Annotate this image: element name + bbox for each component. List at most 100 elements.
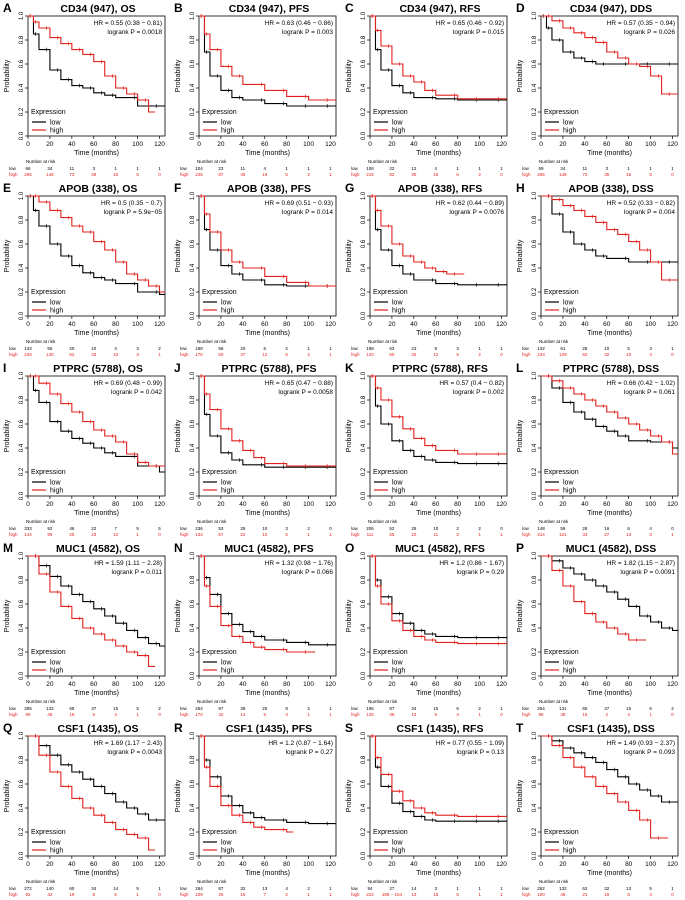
panel-n: N MUC1 (4582), PFS 0.0 0.2 0.4 0.6 0.8 1.0 Proba… — [174, 541, 337, 717]
y-tick-label: 0.2 — [361, 647, 367, 656]
panel-title: APOB (338), RFS — [398, 183, 483, 195]
km-curve-low — [199, 375, 336, 468]
risk-value-low: 87 — [389, 706, 395, 711]
x-tick-label: 40 — [410, 321, 418, 328]
y-tick-label: 0.8 — [361, 395, 367, 404]
risk-value-high: 3 — [649, 352, 652, 357]
y-tick-label: 0.8 — [19, 755, 25, 764]
risk-value-low: 1 — [329, 706, 332, 711]
risk-value-high: 38 — [389, 712, 395, 717]
plot-frame — [198, 375, 337, 497]
logrank-text: logrank P = 0.026 — [624, 29, 675, 36]
x-tick-label: 0 — [368, 141, 372, 148]
x-tick-label: 100 — [645, 141, 656, 148]
risk-value-low: 10 — [433, 526, 439, 531]
x-tick-label: 20 — [388, 321, 396, 328]
km-curve-high — [370, 15, 507, 100]
x-axis-label: Time (months) — [587, 150, 632, 157]
x-tick-label: 120 — [154, 681, 165, 688]
x-tick-label: 100 — [474, 861, 485, 868]
panel-title: APOB (338), OS — [59, 183, 138, 195]
risk-row-label-low: low — [351, 346, 359, 351]
x-tick-label: 80 — [454, 141, 462, 148]
risk-value-low: 333 — [24, 526, 32, 531]
risk-value-high: 13 — [411, 892, 417, 897]
x-tick-label: 0 — [368, 861, 372, 868]
legend-title: Expression — [544, 109, 579, 116]
risk-value-high: 19 — [69, 892, 75, 897]
risk-value-high: 100 — [537, 892, 545, 897]
risk-value-high: 5 — [264, 712, 267, 717]
x-tick-label: 60 — [603, 141, 611, 148]
legend-title: Expression — [373, 469, 408, 476]
x-axis-label: Time (months) — [587, 510, 632, 517]
risk-value-high: 1 — [329, 892, 332, 897]
panel-letter: F — [174, 181, 181, 195]
risk-row-label-low: low — [180, 526, 188, 531]
x-tick-label: 40 — [68, 861, 76, 868]
risk-title: Number at risk — [26, 879, 56, 884]
legend-title: Expression — [202, 649, 237, 656]
y-tick-label: 0.2 — [532, 827, 538, 836]
risk-value-low: 1 — [649, 166, 652, 171]
km-curve-high — [370, 555, 507, 645]
plot-frame — [369, 555, 508, 677]
risk-value-low: 1 — [500, 166, 503, 171]
risk-value-low: 1 — [500, 886, 503, 891]
panel-letter: N — [174, 541, 183, 555]
risk-title: Number at risk — [26, 159, 56, 164]
y-tick-label: 0.8 — [361, 575, 367, 584]
x-tick-label: 20 — [559, 861, 567, 868]
risk-value-high: 109 — [195, 892, 203, 897]
x-tick-label: 80 — [283, 141, 291, 148]
panel-letter: J — [174, 361, 181, 375]
risk-value-low: 7 — [114, 526, 117, 531]
y-tick-label: 0.4 — [532, 623, 538, 632]
y-tick-label: 0.6 — [532, 239, 538, 248]
panel-p: P MUC1 (4582), DSS 0.0 0.2 0.4 0.6 0.8 1.0 Proba… — [516, 541, 679, 717]
risk-row-label-low: low — [351, 886, 359, 891]
y-axis-label: Probability — [517, 239, 524, 272]
panel-j: J PTPRC (5788), PFS 0.0 0.2 0.4 0.6 0.8 1.0 Prob… — [174, 361, 337, 537]
risk-value-high: 130 — [46, 352, 54, 357]
km-curve-high — [541, 555, 647, 641]
risk-value-low: 5 — [158, 526, 161, 531]
x-tick-label: 100 — [474, 501, 485, 508]
plot-frame — [540, 195, 679, 317]
x-tick-label: 120 — [496, 861, 507, 868]
x-tick-label: 60 — [603, 501, 611, 508]
x-tick-label: 20 — [217, 141, 225, 148]
x-tick-label: 20 — [559, 141, 567, 148]
km-curve-low — [370, 15, 507, 101]
km-curve-high — [199, 555, 316, 653]
risk-value-high: 148 — [559, 172, 567, 177]
x-tick-label: 20 — [46, 861, 54, 868]
risk-value-low: 28 — [582, 346, 588, 351]
y-tick-label: 0.2 — [19, 467, 25, 476]
legend-label-high: high — [392, 668, 405, 675]
legend-title: Expression — [202, 829, 237, 836]
km-curve-high — [541, 15, 678, 95]
panel-title: CSF1 (1435), PFS — [226, 723, 312, 735]
x-tick-label: 40 — [410, 141, 418, 148]
legend-label-low: low — [563, 300, 574, 307]
risk-value-low: 4 — [649, 526, 652, 531]
risk-row-label-high: high — [180, 172, 189, 177]
risk-value-high: 23 — [91, 532, 97, 537]
risk-value-high: 82 — [389, 172, 395, 177]
panel-title: APOB (338), PFS — [227, 183, 311, 195]
risk-value-low: 1 — [307, 166, 310, 171]
hr-text: HR = 1.82 (1.15 − 2.87) — [607, 560, 675, 567]
x-tick-label: 20 — [388, 861, 396, 868]
risk-value-high: 37 — [240, 352, 246, 357]
x-tick-label: 120 — [667, 501, 678, 508]
risk-value-low: 1 — [158, 886, 161, 891]
risk-title: Number at risk — [368, 519, 398, 524]
x-tick-label: 20 — [217, 501, 225, 508]
x-tick-label: 20 — [46, 501, 54, 508]
logrank-text: logrank P = 0.0076 — [449, 209, 504, 216]
risk-value-low: 3 — [606, 166, 609, 171]
risk-value-high: 1 — [500, 892, 503, 897]
y-tick-label: 0.6 — [361, 419, 367, 428]
panel-title: CD34 (947), OS — [60, 3, 135, 15]
